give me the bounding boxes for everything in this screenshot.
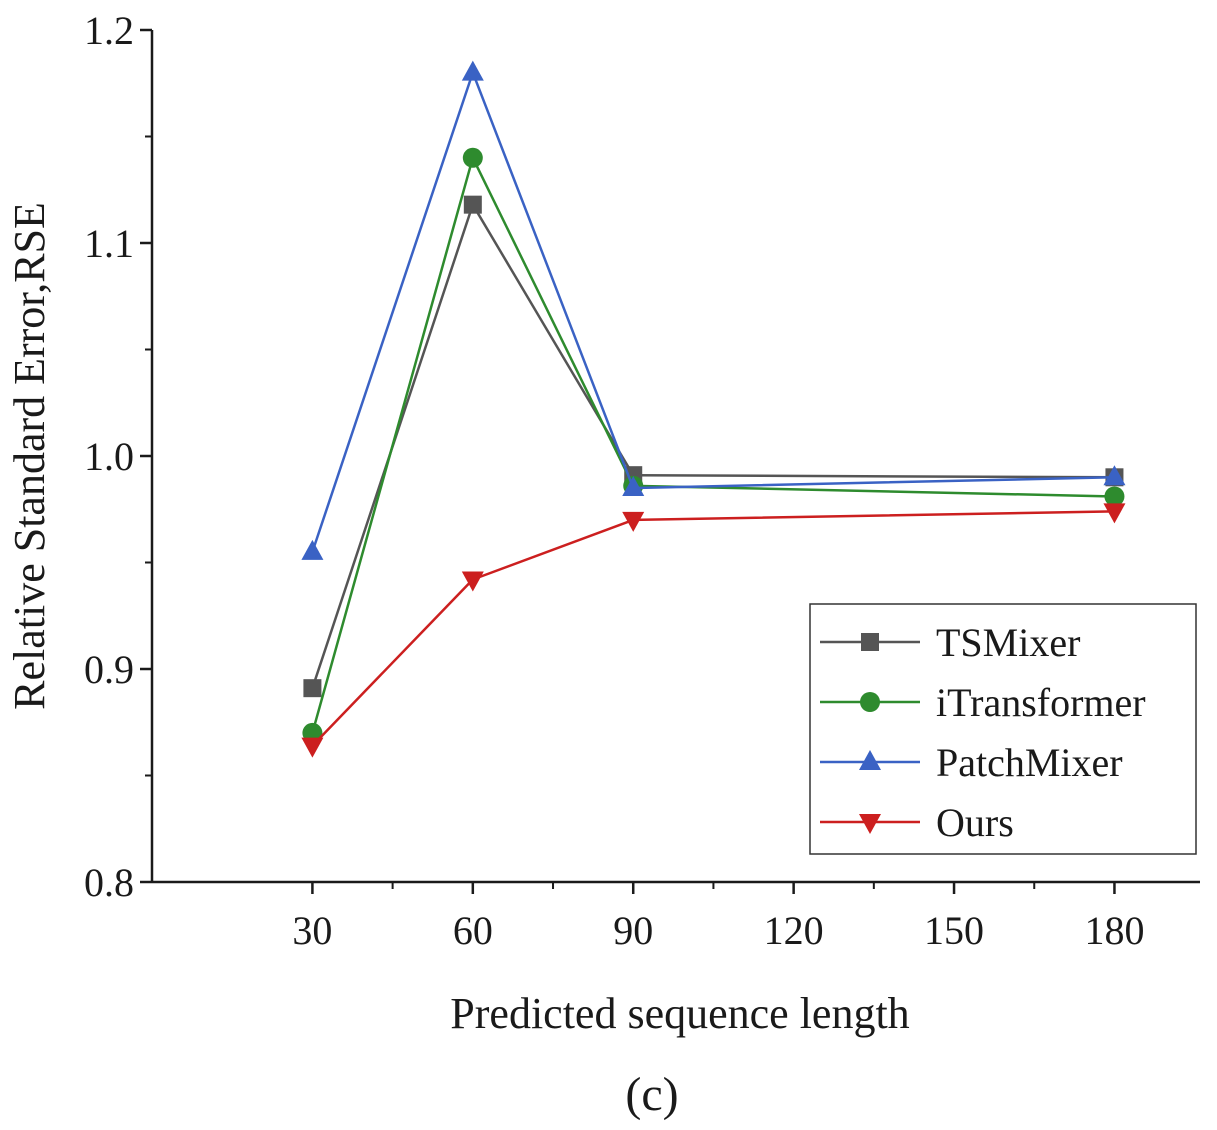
- data-point-ours: [622, 511, 645, 532]
- series-line-itransformer: [311, 156, 1115, 734]
- legend-item-ours: Ours: [820, 800, 1014, 845]
- series-ours: [301, 503, 1126, 758]
- series-line-ours: [311, 510, 1115, 747]
- legend-label: iTransformer: [936, 680, 1146, 725]
- x-tick-label: 90: [613, 908, 653, 953]
- data-point-ours: [1103, 503, 1126, 524]
- x-tick-label: 30: [292, 908, 332, 953]
- data-point-tsmixer: [303, 679, 322, 698]
- legend-marker: [859, 750, 881, 770]
- x-tick-label: 180: [1084, 908, 1144, 953]
- legend-item-tsmixer: TSMixer: [820, 620, 1080, 665]
- series-line-patchmixer: [311, 71, 1115, 553]
- data-point-itransformer: [462, 147, 483, 168]
- legend-label: TSMixer: [936, 620, 1080, 665]
- data-point-patchmixer: [622, 475, 645, 496]
- data-point-patchmixer: [461, 60, 484, 81]
- data-point-tsmixer: [463, 195, 482, 214]
- legend-marker: [859, 814, 881, 834]
- x-axis-title: Predicted sequence length: [450, 989, 909, 1038]
- y-tick-label: 1.2: [84, 8, 134, 53]
- series-patchmixer: [301, 60, 1126, 560]
- legend-item-patchmixer: PatchMixer: [820, 740, 1123, 785]
- y-axis-title: Relative Standard Error,RSE: [5, 202, 54, 710]
- legend-marker: [861, 633, 879, 651]
- legend-marker: [860, 692, 880, 712]
- data-point-itransformer: [1104, 486, 1125, 507]
- x-tick-label: 150: [924, 908, 984, 953]
- legend-label: PatchMixer: [936, 740, 1123, 785]
- data-point-ours: [461, 571, 484, 592]
- data-point-patchmixer: [1103, 465, 1126, 486]
- legend-label: Ours: [936, 800, 1014, 845]
- data-point-patchmixer: [301, 539, 324, 560]
- series-layer: [301, 60, 1126, 758]
- legend-item-itransformer: iTransformer: [820, 680, 1146, 725]
- y-tick-label: 1.1: [84, 221, 134, 266]
- x-tick-label: 60: [453, 908, 493, 953]
- y-tick-label: 0.8: [84, 860, 134, 905]
- y-tick-label: 0.9: [84, 647, 134, 692]
- axes: 0.8 0.9 1.0 1.1 1.2 30 60 90 120 150 180: [84, 8, 1200, 953]
- legend-box: [809, 603, 1197, 855]
- y-tick-label: 1.0: [84, 434, 134, 479]
- legend: TSMixer iTransformer PatchMixer Ours: [809, 603, 1197, 855]
- panel-label: (c): [625, 1068, 678, 1121]
- x-tick-label: 120: [764, 908, 824, 953]
- data-point-ours: [301, 737, 324, 758]
